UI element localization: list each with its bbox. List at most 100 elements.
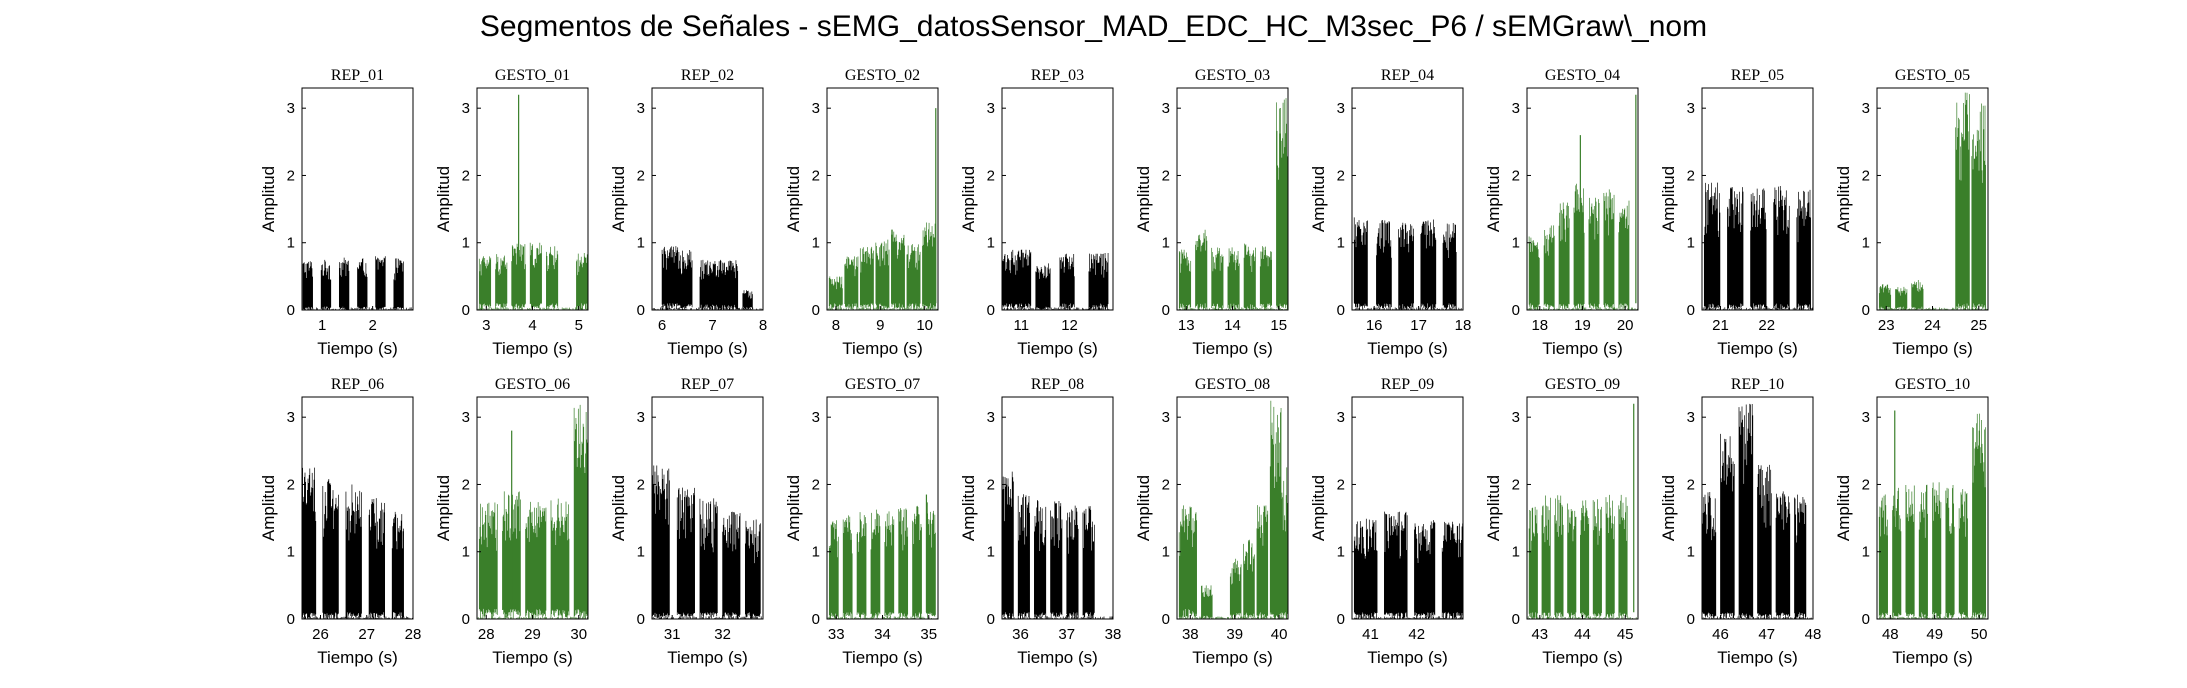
y-tick-label: 3 (1512, 409, 1520, 426)
x-tick-label: 46 (1712, 626, 1729, 643)
axes-box (1701, 396, 1814, 620)
y-tick-label: 0 (987, 302, 995, 319)
y-tick-label: 2 (987, 476, 995, 493)
x-axis-label: Tiempo (s) (1192, 648, 1273, 667)
y-tick-label: 3 (1162, 409, 1170, 426)
x-tick-label: 47 (1758, 626, 1775, 643)
y-tick-label: 1 (1162, 544, 1170, 561)
x-tick-label: 20 (1617, 317, 1634, 334)
y-tick-label: 1 (812, 544, 820, 561)
y-axis-label: Amplitud (259, 166, 278, 232)
subplot-rep-09: 0 1 2 3 41 42 REP_09 Tiempo (s) Amplitud (1309, 376, 1464, 667)
y-tick-label: 2 (987, 167, 995, 184)
x-tick-label: 49 (1926, 626, 1943, 643)
x-axis-label: Tiempo (s) (1367, 648, 1448, 667)
axes-box (651, 87, 764, 311)
y-axis-label: Amplitud (1659, 166, 1678, 232)
subplot-title: GESTO_01 (495, 67, 570, 84)
y-tick-label: 3 (987, 100, 995, 117)
y-tick-label: 1 (1337, 544, 1345, 561)
subplot-title: REP_09 (1381, 376, 1434, 393)
x-tick-label: 33 (828, 626, 845, 643)
x-axis-label: Tiempo (s) (492, 648, 573, 667)
y-axis-label: Amplitud (1484, 475, 1503, 541)
axes-box (1351, 396, 1464, 620)
x-tick-label: 15 (1270, 317, 1287, 334)
y-tick-label: 2 (1512, 476, 1520, 493)
y-tick-label: 2 (812, 167, 820, 184)
subplot-gesto-09: 0 1 2 3 43 44 45 GESTO_09 Tiempo (s) Amplitud (1484, 376, 1639, 667)
x-tick-label: 38 (1182, 626, 1199, 643)
y-tick-label: 3 (812, 100, 820, 117)
x-tick-label: 24 (1924, 317, 1941, 334)
x-axis-label: Tiempo (s) (1017, 339, 1098, 358)
axes-box (651, 396, 764, 620)
y-tick-label: 2 (287, 167, 295, 184)
y-tick-label: 1 (462, 235, 470, 252)
y-tick-label: 2 (637, 167, 645, 184)
y-tick-label: 3 (812, 409, 820, 426)
x-tick-label: 5 (575, 317, 583, 334)
x-tick-label: 3 (482, 317, 490, 334)
y-tick-label: 0 (1862, 302, 1870, 319)
signal-trace (302, 256, 413, 310)
x-tick-label: 22 (1758, 317, 1775, 334)
y-tick-label: 0 (1162, 611, 1170, 628)
signal-trace (1877, 413, 1988, 619)
y-tick-label: 1 (987, 235, 995, 252)
signal-trace (1177, 400, 1288, 619)
x-tick-label: 9 (876, 317, 884, 334)
axes-box (1001, 87, 1114, 311)
y-axis-label: Amplitud (1134, 166, 1153, 232)
y-axis-label: Amplitud (1134, 475, 1153, 541)
x-tick-label: 28 (478, 626, 495, 643)
subplot-title: GESTO_02 (845, 67, 920, 84)
axes-box (1876, 396, 1989, 620)
y-tick-label: 0 (462, 302, 470, 319)
signal-trace (477, 242, 588, 310)
subplot-title: GESTO_09 (1545, 376, 1620, 393)
x-tick-label: 13 (1178, 317, 1195, 334)
y-tick-label: 2 (1337, 476, 1345, 493)
signal-trace (652, 465, 763, 619)
y-tick-label: 1 (1862, 544, 1870, 561)
y-axis-label: Amplitud (609, 166, 628, 232)
x-tick-label: 10 (916, 317, 933, 334)
y-tick-label: 2 (1862, 167, 1870, 184)
y-axis-label: Amplitud (959, 166, 978, 232)
x-tick-label: 50 (1971, 626, 1988, 643)
y-tick-label: 3 (1337, 409, 1345, 426)
axes-box (1701, 87, 1814, 311)
x-tick-label: 43 (1531, 626, 1548, 643)
subplot-title: REP_02 (681, 67, 734, 84)
signal-trace (1002, 471, 1113, 619)
y-tick-label: 1 (287, 235, 295, 252)
x-tick-label: 40 (1271, 626, 1288, 643)
y-tick-label: 2 (462, 167, 470, 184)
subplot-title: GESTO_10 (1895, 376, 1970, 393)
signal-trace (477, 404, 588, 619)
y-axis-label: Amplitud (1309, 475, 1328, 541)
x-tick-label: 6 (658, 317, 666, 334)
y-tick-label: 0 (1162, 302, 1170, 319)
subplot-rep-04: 0 1 2 3 16 17 18 REP_04 Tiempo (s) Amplitud (1309, 67, 1471, 358)
subplot-title: REP_06 (331, 376, 384, 393)
signal-trace (1177, 98, 1288, 310)
x-axis-label: Tiempo (s) (1017, 648, 1098, 667)
subplot-title: REP_01 (331, 67, 384, 84)
y-axis-label: Amplitud (609, 475, 628, 541)
x-tick-label: 7 (708, 317, 716, 334)
subplot-title: REP_05 (1731, 67, 1784, 84)
signal-trace (1702, 182, 1813, 310)
subplot-rep-07: 0 1 2 3 31 32 REP_07 Tiempo (s) Amplitud (609, 376, 764, 667)
y-tick-label: 1 (1337, 235, 1345, 252)
y-tick-label: 0 (1687, 302, 1695, 319)
x-tick-label: 35 (920, 626, 937, 643)
y-axis-label: Amplitud (434, 475, 453, 541)
y-tick-label: 3 (987, 409, 995, 426)
y-tick-label: 0 (1687, 611, 1695, 628)
y-tick-label: 3 (637, 409, 645, 426)
x-tick-label: 48 (1882, 626, 1899, 643)
